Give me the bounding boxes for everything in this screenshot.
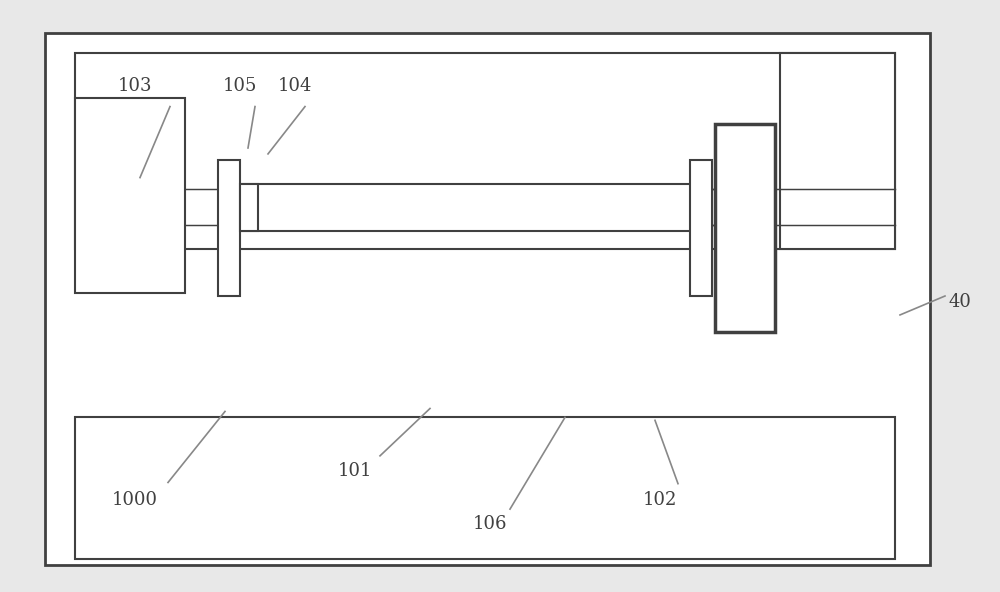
Bar — [75, 98, 185, 293]
Bar — [75, 53, 895, 249]
Bar — [235, 184, 700, 231]
Bar — [780, 53, 895, 249]
Text: 103: 103 — [118, 77, 152, 95]
Bar — [715, 124, 775, 332]
Bar — [218, 160, 240, 296]
Text: 106: 106 — [473, 515, 507, 533]
Text: 1000: 1000 — [112, 491, 158, 509]
Bar — [45, 33, 930, 565]
Text: 40: 40 — [949, 293, 971, 311]
Text: 104: 104 — [278, 77, 312, 95]
Text: 105: 105 — [223, 77, 257, 95]
Bar — [240, 184, 258, 231]
Bar — [690, 160, 712, 296]
Text: 102: 102 — [643, 491, 677, 509]
Bar — [75, 417, 895, 559]
Text: 101: 101 — [338, 462, 372, 480]
